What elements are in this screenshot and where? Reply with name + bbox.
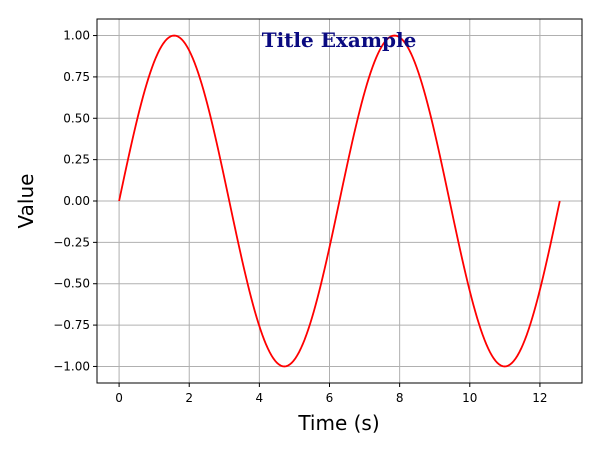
grid (97, 19, 582, 383)
y-tick-label: 1.00 (63, 29, 90, 43)
x-axis-ticks: 0 2 4 6 8 10 12 (115, 383, 548, 405)
y-tick-label: −0.25 (53, 235, 90, 249)
series-layer (118, 34, 561, 368)
y-tick-label: 0.25 (63, 153, 90, 167)
y-tick-label: 0.00 (63, 194, 90, 208)
x-tick-label: 4 (256, 391, 264, 405)
x-tick-label: 2 (185, 391, 193, 405)
x-tick-label: 8 (396, 391, 404, 405)
x-tick-label: 0 (115, 391, 123, 405)
x-tick-label: 6 (326, 391, 334, 405)
y-tick-label: 0.75 (63, 70, 90, 84)
y-axis-ticks: −1.00 −0.75 −0.50 −0.25 0.00 0.25 0.50 0.75 1.00 (53, 29, 97, 373)
y-axis-label: Value (14, 174, 38, 229)
x-tick-label: 10 (462, 391, 477, 405)
y-tick-label: −0.75 (53, 318, 90, 332)
y-tick-label: −0.50 (53, 277, 90, 291)
x-tick-label: 12 (532, 391, 547, 405)
y-tick-label: 0.50 (63, 111, 90, 125)
chart-title: Title Example (262, 28, 417, 52)
series-line (118, 34, 561, 368)
x-axis-label: Time (s) (297, 411, 379, 435)
y-tick-label: −1.00 (53, 359, 90, 373)
